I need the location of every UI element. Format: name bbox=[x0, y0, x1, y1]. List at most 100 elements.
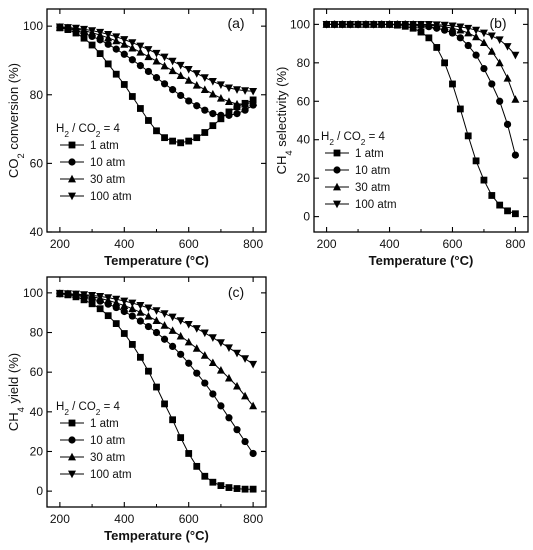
data-point bbox=[144, 312, 153, 320]
data-point bbox=[184, 337, 193, 346]
data-point bbox=[208, 89, 217, 98]
data-point bbox=[63, 290, 72, 298]
data-point bbox=[112, 33, 121, 41]
data-point bbox=[185, 450, 193, 457]
legend-marker bbox=[68, 174, 76, 183]
data-point bbox=[464, 132, 472, 140]
legend-label: 10 atm bbox=[355, 165, 390, 177]
legend-marker bbox=[68, 158, 76, 166]
legend-marker bbox=[68, 141, 76, 149]
data-point bbox=[488, 192, 496, 199]
x-axis-label: Temperature (°C) bbox=[104, 528, 209, 543]
y-tick-label: 20 bbox=[297, 171, 311, 185]
data-point bbox=[217, 402, 225, 410]
y-tick-label: 20 bbox=[30, 444, 44, 458]
data-point bbox=[432, 21, 441, 29]
data-point bbox=[233, 99, 242, 108]
data-point bbox=[71, 290, 80, 299]
data-point bbox=[479, 38, 488, 47]
data-point bbox=[128, 341, 136, 348]
data-point bbox=[511, 51, 520, 60]
data-point bbox=[144, 304, 153, 313]
data-point bbox=[504, 207, 511, 215]
data-point bbox=[104, 60, 112, 68]
data-point bbox=[136, 48, 145, 56]
data-point bbox=[185, 137, 193, 145]
data-point bbox=[241, 87, 250, 95]
legend-label: 10 atm bbox=[90, 157, 125, 169]
data-point bbox=[161, 400, 168, 408]
data-point bbox=[128, 39, 137, 47]
data-point bbox=[417, 28, 425, 36]
legend-title: H2 / CO2 = 4 bbox=[56, 401, 121, 417]
data-point bbox=[104, 40, 112, 48]
data-point bbox=[88, 41, 96, 49]
data-point bbox=[96, 28, 105, 37]
data-point bbox=[201, 129, 209, 136]
data-point bbox=[96, 305, 104, 313]
data-point bbox=[120, 40, 129, 48]
data-point bbox=[160, 61, 169, 70]
data-point bbox=[385, 20, 394, 29]
data-point bbox=[209, 110, 217, 118]
y-tick-label: 40 bbox=[297, 133, 311, 147]
y-axis-label: CH4 selectivity (%) bbox=[274, 67, 294, 175]
data-point bbox=[480, 176, 488, 184]
legend-label: 100 atm bbox=[90, 191, 132, 203]
legend-title: H2 / CO2 = 4 bbox=[56, 123, 121, 139]
data-point bbox=[488, 80, 496, 88]
data-point bbox=[177, 139, 185, 147]
legend-label: 100 atm bbox=[355, 199, 397, 211]
legend-marker bbox=[68, 436, 76, 444]
data-point bbox=[233, 86, 242, 94]
data-point bbox=[503, 74, 512, 82]
data-point bbox=[449, 80, 456, 88]
data-point bbox=[144, 52, 153, 61]
data-point bbox=[201, 472, 209, 480]
data-point bbox=[511, 151, 520, 159]
y-tick-label: 80 bbox=[30, 326, 44, 340]
data-point bbox=[377, 20, 386, 29]
data-point bbox=[200, 85, 209, 94]
y-tick-label: 0 bbox=[303, 210, 310, 224]
legend-title: H2 / CO2 = 4 bbox=[321, 131, 386, 147]
data-point bbox=[136, 317, 144, 325]
data-point bbox=[464, 41, 472, 50]
plot-frame bbox=[46, 8, 267, 233]
data-point bbox=[233, 485, 241, 492]
y-tick-label: 40 bbox=[30, 405, 44, 419]
data-point bbox=[193, 462, 201, 470]
data-point bbox=[152, 74, 161, 82]
data-point bbox=[160, 321, 169, 329]
data-point bbox=[160, 53, 169, 62]
data-point bbox=[176, 317, 185, 325]
x-axis-label: Temperature (°C) bbox=[369, 253, 474, 268]
data-point bbox=[128, 93, 136, 100]
data-point bbox=[153, 127, 160, 135]
data-point bbox=[233, 426, 241, 434]
data-point bbox=[346, 20, 355, 29]
data-point bbox=[193, 134, 201, 142]
legend-marker bbox=[68, 192, 76, 201]
data-point bbox=[193, 102, 201, 110]
data-point bbox=[448, 22, 457, 31]
legend-label: 30 atm bbox=[90, 452, 125, 464]
legend-label: 30 atm bbox=[90, 174, 125, 186]
x-tick-label: 600 bbox=[442, 237, 462, 251]
data-point bbox=[503, 120, 512, 128]
data-point bbox=[225, 111, 233, 119]
data-point bbox=[128, 43, 137, 52]
data-point bbox=[104, 294, 113, 302]
data-point bbox=[120, 330, 128, 337]
series-line bbox=[326, 23, 516, 100]
chart-panel: 200 400 600 800 0 20 40 60 80 100 Temperature (°C)… bbox=[274, 8, 529, 268]
data-point bbox=[120, 36, 129, 44]
data-point bbox=[144, 46, 153, 54]
y-tick-label: 100 bbox=[23, 286, 43, 300]
data-point bbox=[401, 20, 410, 29]
data-point bbox=[177, 91, 185, 100]
data-point bbox=[136, 308, 145, 316]
data-point bbox=[495, 58, 504, 67]
data-point bbox=[225, 414, 233, 422]
legend-label: 100 atm bbox=[90, 469, 132, 481]
